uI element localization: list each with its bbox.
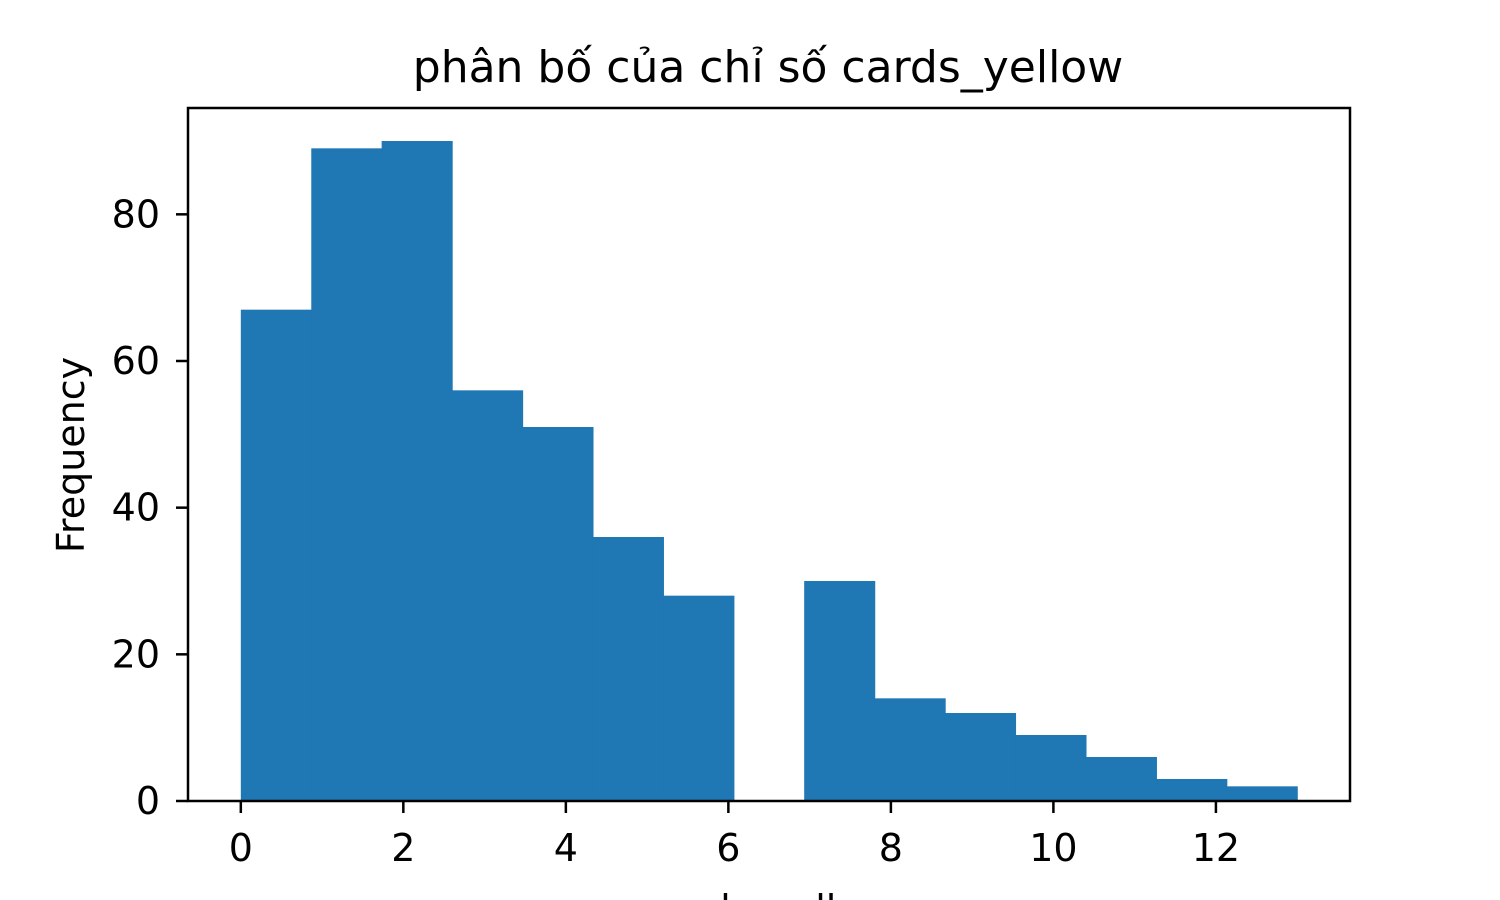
x-tick-label: 0 <box>229 826 253 870</box>
histogram-bar <box>1085 757 1157 801</box>
x-axis-label: cards_yellow <box>647 887 890 900</box>
y-tick-label: 60 <box>112 339 160 383</box>
x-tick-label: 10 <box>1029 826 1077 870</box>
histogram-bar <box>874 698 946 801</box>
histogram-bar <box>804 581 876 801</box>
histogram-bar <box>1015 735 1087 801</box>
histogram-bar <box>663 595 735 801</box>
y-tick-label: 40 <box>112 486 160 530</box>
histogram-bar <box>1226 786 1298 801</box>
histogram-bar <box>1156 779 1228 801</box>
y-tick-label: 20 <box>112 632 160 676</box>
y-tick-label: 80 <box>112 192 160 236</box>
histogram-bar <box>522 427 594 801</box>
histogram-bar <box>381 141 453 801</box>
y-axis-ticks: 0 20 40 60 80 <box>112 192 188 823</box>
x-tick-label: 4 <box>554 826 578 870</box>
chart-title: phân bố của chỉ số cards_yellow <box>413 42 1123 93</box>
histogram-bar <box>311 148 383 802</box>
plot-frame <box>186 106 1352 803</box>
x-tick-label: 6 <box>716 826 740 870</box>
bars-group <box>240 141 1298 802</box>
histogram-bar <box>452 390 524 801</box>
histogram-bar <box>592 537 664 801</box>
histogram-bar <box>945 713 1017 801</box>
x-tick-label: 8 <box>879 826 903 870</box>
y-axis-label: Frequency <box>49 357 93 553</box>
y-tick-label: 0 <box>136 779 160 823</box>
histogram-bar <box>240 309 312 801</box>
x-axis-ticks: 0 2 4 6 8 10 12 <box>229 801 1240 870</box>
x-tick-label: 12 <box>1192 826 1240 870</box>
x-tick-label: 2 <box>391 826 415 870</box>
